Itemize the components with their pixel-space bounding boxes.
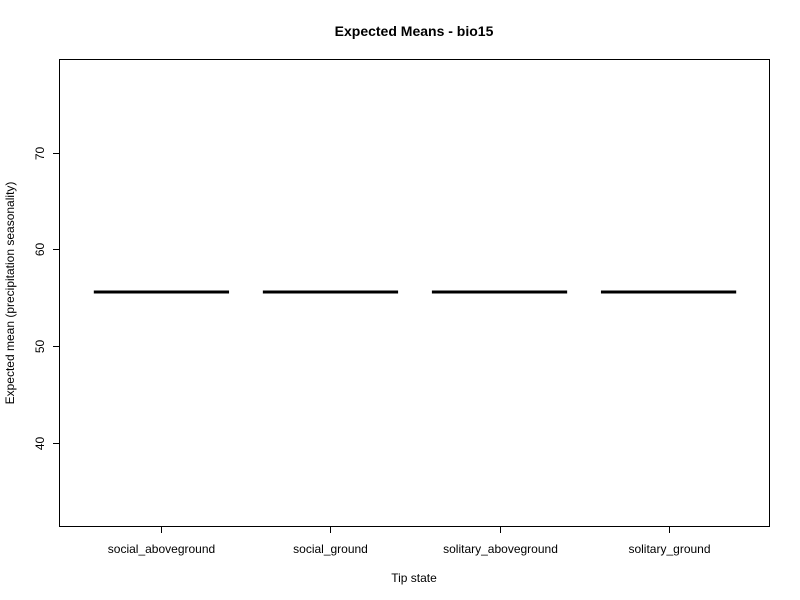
y-tick-label: 70	[33, 147, 47, 161]
y-tick-label: 50	[33, 340, 47, 354]
x-tick-label: social_aboveground	[108, 542, 215, 556]
chart-title: Expected Means - bio15	[335, 23, 494, 39]
x-tick-label: solitary_ground	[628, 542, 710, 556]
x-tick-label: social_ground	[293, 542, 368, 556]
x-axis: social_aboveground social_ground solitary_…	[108, 526, 711, 556]
x-axis-label: Tip state	[391, 571, 437, 585]
plot-frame	[59, 59, 770, 527]
y-tick-label: 40	[33, 437, 47, 451]
y-axis: 40 50 60 70	[33, 147, 60, 451]
x-tick-label: solitary_aboveground	[443, 542, 558, 556]
y-axis-label: Expected mean (precipitation seasonality…	[3, 182, 17, 405]
y-tick-label: 60	[33, 243, 47, 257]
